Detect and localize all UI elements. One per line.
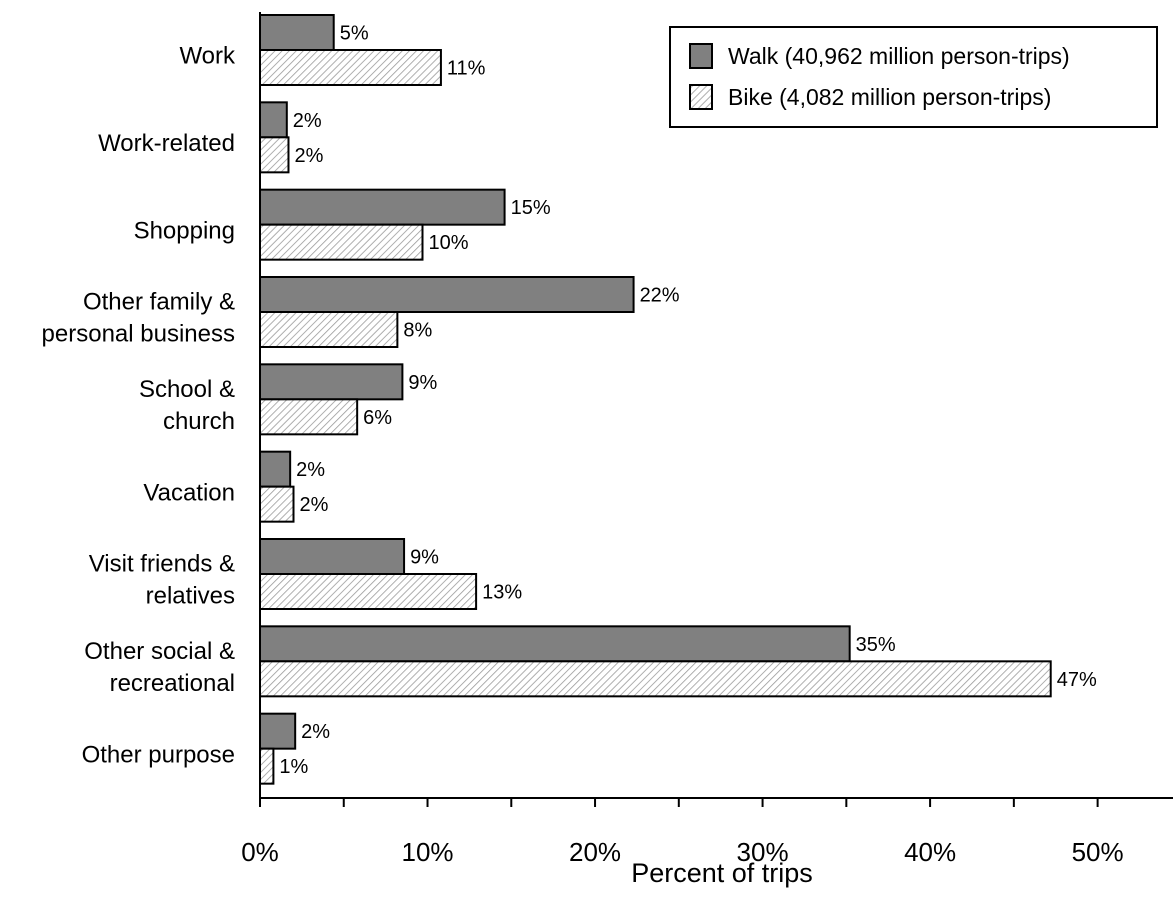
value-label-bike-shopping: 10% (428, 232, 468, 254)
x-tick-label: 0% (241, 837, 279, 867)
value-label-walk-visit-friends-relatives: 9% (410, 547, 439, 569)
bar-walk-school-church (259, 363, 404, 401)
category-label: relatives (146, 583, 235, 610)
category-label: Other purpose (82, 741, 235, 768)
bar-walk-other-social-recreational (259, 625, 851, 663)
category-label: Vacation (143, 479, 235, 506)
value-label-walk-other-family-personal-business: 22% (640, 285, 680, 307)
category-label: personal business (42, 321, 235, 348)
bar-walk-shopping (259, 188, 506, 226)
category-label: Other social & (84, 638, 235, 665)
legend-label-bike: Bike (4,082 million person-trips) (728, 84, 1051, 110)
value-label-bike-visit-friends-relatives: 13% (482, 582, 522, 604)
bar-bike-other-family-personal-business (259, 311, 399, 348)
bar-bike-other-purpose (259, 747, 275, 785)
bar-bike-vacation (259, 485, 295, 523)
bar-bike-work (259, 49, 442, 86)
axes-layer (259, 12, 1173, 799)
category-label: Work-related (98, 130, 235, 157)
legend-swatch-bike (689, 84, 713, 110)
x-tick-label: 30% (737, 837, 789, 867)
value-label-walk-other-purpose: 2% (301, 721, 330, 743)
bar-bike-visit-friends-relatives (259, 573, 478, 610)
category-labels: Work Work-related Shopping Other family & pe… (42, 43, 236, 769)
bar-bike-shopping (259, 223, 424, 261)
category-label: recreational (110, 670, 235, 697)
bars-layer: 5% 11% 2% 2% 15% 10% 22% 8% 9% 6% 2% 2% 9% 13% 35% 47% 2… (259, 14, 1097, 785)
value-label-bike-other-social-recreational: 47% (1057, 669, 1097, 691)
category-label: School & (139, 376, 235, 403)
legend-frame (669, 26, 1158, 128)
x-ticks: 0% 10% 20% 30% 40% 50% (241, 798, 1124, 867)
category-label: Visit friends & (89, 551, 235, 578)
x-tick-label: 50% (1072, 837, 1124, 867)
value-label-walk-work: 5% (340, 23, 369, 45)
bar-walk-visit-friends-relatives (259, 538, 406, 575)
x-tick-label: 20% (569, 837, 621, 867)
bar-walk-other-purpose (259, 712, 297, 750)
x-tick-label: 10% (401, 837, 453, 867)
category-label: Shopping (134, 217, 235, 244)
value-label-bike-other-family-personal-business: 8% (403, 320, 432, 342)
bar-bike-school-church (259, 398, 359, 436)
value-label-bike-work-related: 2% (294, 145, 323, 167)
value-label-walk-school-church: 9% (408, 372, 437, 394)
legend-label-walk: Walk (40,962 million person-trips) (728, 43, 1070, 69)
x-tick-label: 40% (904, 837, 956, 867)
value-label-walk-work-related: 2% (293, 110, 322, 132)
category-label: Work (179, 43, 236, 70)
bar-walk-other-family-personal-business (259, 276, 635, 313)
category-label: church (163, 408, 235, 435)
bar-walk-vacation (259, 450, 292, 488)
bar-walk-work-related (259, 101, 288, 139)
value-label-walk-other-social-recreational: 35% (856, 634, 896, 656)
bar-bike-work-related (259, 136, 290, 174)
legend: Walk (40,962 million person-trips) Bike … (669, 26, 1158, 128)
value-label-walk-shopping: 15% (511, 197, 551, 219)
legend-swatch-walk (689, 43, 713, 69)
value-label-walk-vacation: 2% (296, 459, 325, 481)
x-axis-title: Percent of trips (631, 858, 813, 888)
bar-walk-work (259, 14, 335, 51)
value-label-bike-vacation: 2% (300, 494, 329, 516)
category-label: Other family & (83, 289, 235, 316)
value-label-bike-work: 11% (447, 58, 486, 80)
value-label-bike-school-church: 6% (363, 407, 392, 429)
bar-bike-other-social-recreational (259, 660, 1052, 698)
value-label-bike-other-purpose: 1% (279, 756, 308, 778)
